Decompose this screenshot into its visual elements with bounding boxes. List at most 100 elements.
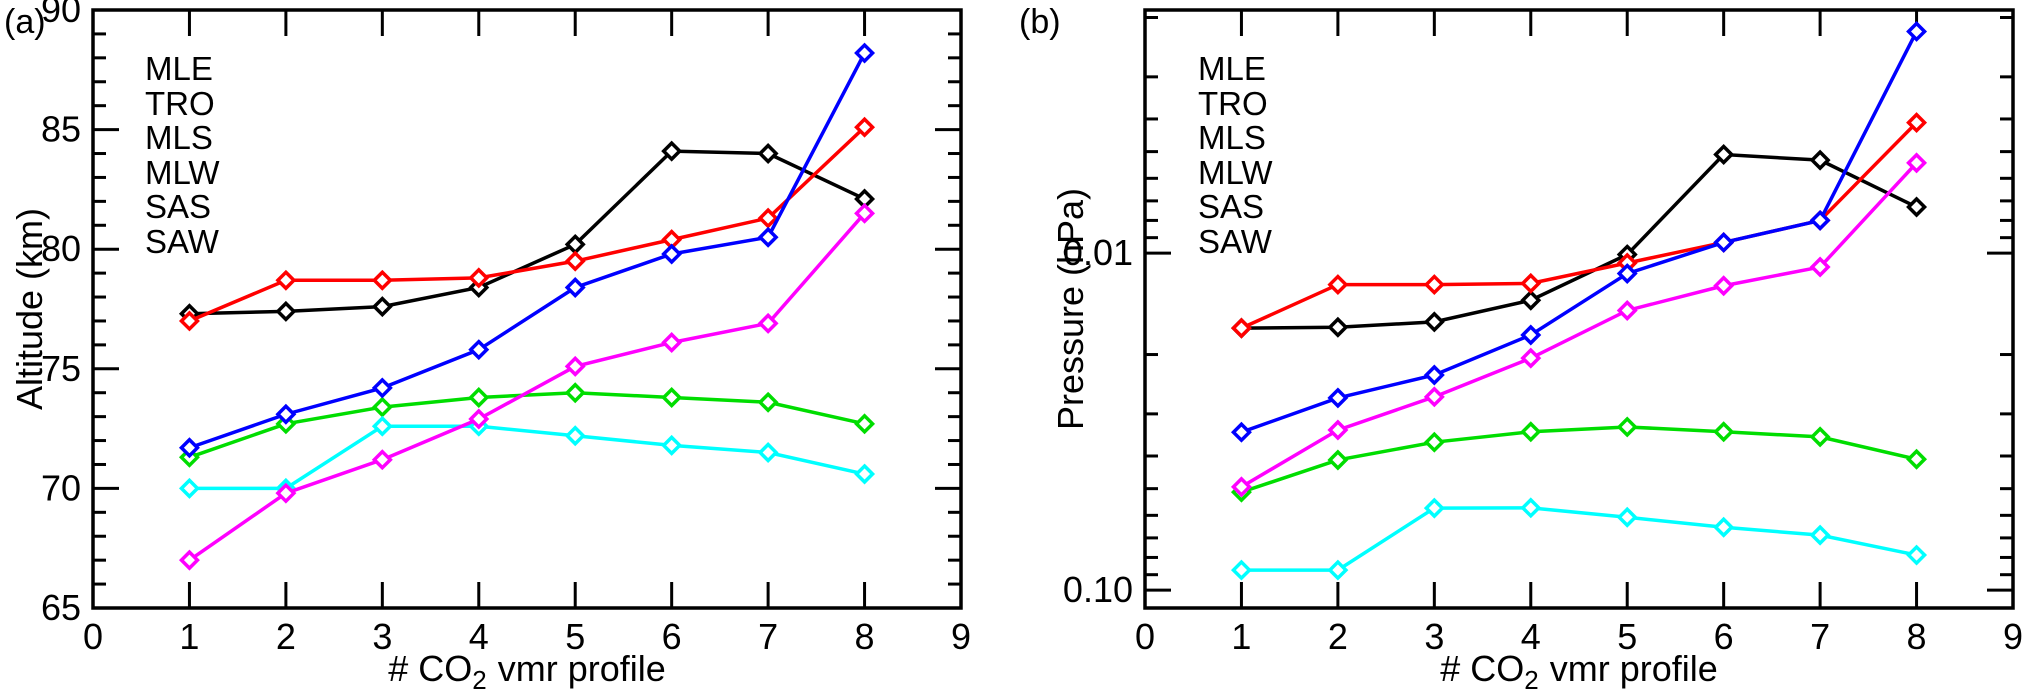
series-marker-MLW (371, 377, 393, 399)
series-marker-MLS (1327, 449, 1349, 471)
x-tick-label: 0 (1135, 616, 1155, 657)
series-marker-SAW (371, 449, 393, 471)
series-marker-MLE (1423, 311, 1445, 333)
series-marker-TRO (371, 269, 393, 291)
series-marker-SAS (661, 434, 683, 456)
pressure-axis-title: Pressure (hPa) (1050, 188, 1091, 430)
series-line-SAW (1240, 161, 1918, 489)
series-line-MLS (188, 390, 865, 459)
series-marker-TRO (1423, 274, 1445, 296)
y-tick-label: 65 (41, 587, 81, 628)
series-marker-SAW (275, 482, 297, 504)
series-marker-MLW (1809, 209, 1831, 231)
series-marker-SAW (178, 549, 200, 571)
series-marker-MLS (564, 382, 586, 404)
series-marker-SAW (1809, 256, 1831, 278)
x-tick-label: 7 (758, 616, 778, 657)
x-tick-label: 3 (1424, 616, 1444, 657)
series-marker-TRO (1520, 272, 1542, 294)
panel-a-label: (a) (4, 3, 46, 41)
panel-b-x-axis-title: # CO2 vmr profile (1440, 648, 1718, 691)
legend-item-tro: TRO (145, 85, 215, 122)
series-marker-MLS (1520, 421, 1542, 443)
legend-item-mlw: MLW (145, 154, 220, 191)
x-tick-label: 8 (855, 616, 875, 657)
series-marker-MLW (468, 339, 490, 361)
series-line-SAS (1241, 506, 1917, 572)
series-marker-MLW (1520, 324, 1542, 346)
series-marker-SAS (1327, 559, 1349, 581)
x-title-suffix: vmr profile (498, 648, 666, 689)
series-marker-SAW (1906, 152, 1928, 174)
x-title-prefix: # CO (388, 648, 472, 689)
panel-a-legend: MLE TRO MLS MLW SAS SAW (145, 50, 220, 260)
series-marker-SAW (757, 312, 779, 334)
series-line-TRO (188, 125, 866, 323)
x-title-subscript: 2 (1524, 665, 1538, 691)
series-line-SAS (189, 424, 865, 491)
y-tick-label: 0.01 (1063, 232, 1133, 273)
series-marker-TRO (1230, 317, 1252, 339)
legend-item-sas: SAS (145, 188, 211, 225)
series-marker-TRO (178, 310, 200, 332)
series-marker-SAS (1906, 544, 1928, 566)
series-line-MLW (1240, 30, 1919, 434)
series-marker-TRO (468, 267, 490, 289)
x-tick-label: 6 (1714, 616, 1734, 657)
series-marker-MLE (1906, 196, 1928, 218)
x-tick-label: 1 (179, 616, 199, 657)
series-marker-MLW (1230, 421, 1252, 443)
series-marker-SAW (1327, 419, 1349, 441)
legend-item-mle: MLE (145, 50, 213, 87)
x-tick-label: 3 (372, 616, 392, 657)
series-marker-SAW (661, 332, 683, 353)
x-tick-label: 5 (1617, 616, 1637, 657)
series-marker-MLW (661, 243, 683, 265)
series-marker-MLE (1809, 149, 1831, 171)
series-marker-TRO (757, 207, 779, 229)
series-marker-SAW (1230, 476, 1252, 498)
series-marker-SAS (1616, 506, 1638, 528)
series-marker-SAS (564, 425, 586, 447)
panel-a-plot-area: 0 1 2 3 4 5 6 7 8 9 90 85 80 75 70 65 (41, 0, 971, 657)
series-marker-TRO (275, 269, 297, 291)
x-title-suffix: vmr profile (1550, 648, 1718, 689)
series-marker-MLS (854, 413, 876, 435)
x-tick-label: 7 (1810, 616, 1830, 657)
series-marker-MLS (468, 387, 490, 408)
series-marker-SAW (1713, 275, 1735, 297)
altitude-axis-title: Altitude (km) (9, 208, 50, 410)
series-marker-SAS (854, 463, 876, 485)
series-marker-MLE (757, 143, 779, 164)
series-marker-MLS (1423, 431, 1445, 453)
legend-item-saw: SAW (1198, 223, 1273, 260)
y-tick-label: 70 (41, 467, 81, 508)
legend-item-tro: TRO (1198, 85, 1268, 122)
y-tick-label: 90 (41, 0, 81, 30)
series-marker-MLS (661, 387, 683, 408)
legend-item-mls: MLS (1198, 119, 1266, 156)
x-tick-label: 9 (2003, 616, 2023, 657)
series-marker-TRO (854, 116, 876, 138)
x-tick-label: 4 (469, 616, 489, 657)
x-tick-label: 0 (83, 616, 103, 657)
series-marker-SAS (757, 442, 779, 463)
y-tick-label: 85 (41, 109, 81, 150)
x-tick-label: 4 (1521, 616, 1541, 657)
x-title-subscript: 2 (472, 665, 486, 691)
series-marker-MLW (757, 226, 779, 248)
series-marker-TRO (1327, 274, 1349, 296)
series-marker-SAS (178, 477, 200, 499)
series-marker-SAW (1423, 386, 1445, 408)
legend-item-mls: MLS (145, 119, 213, 156)
x-tick-label: 5 (565, 616, 585, 657)
series-marker-SAW (1616, 299, 1638, 321)
series-marker-TRO (564, 250, 586, 272)
series-marker-MLE (275, 300, 297, 322)
series-marker-MLW (854, 42, 876, 64)
panel-b-legend: MLE TRO MLS MLW SAS SAW (1198, 50, 1273, 260)
series-marker-SAS (371, 415, 393, 437)
series-marker-SAS (1230, 559, 1252, 581)
series-marker-MLW (275, 403, 297, 425)
